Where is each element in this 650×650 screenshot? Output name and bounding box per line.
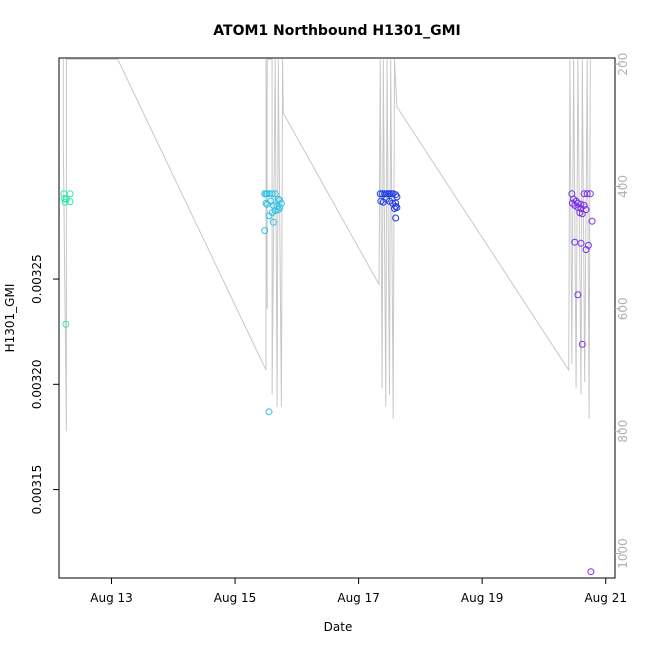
data-point: [392, 202, 400, 210]
y-tick-label: 0.00320: [30, 360, 44, 410]
data-point: [578, 210, 586, 218]
data-point: [382, 190, 390, 198]
data-point: [572, 197, 580, 205]
y-tick-label: 0.00315: [30, 465, 44, 515]
data-point: [392, 214, 400, 222]
data-point: [66, 190, 74, 198]
data-point: [271, 190, 279, 198]
data-point: [588, 217, 596, 225]
data-point: [62, 320, 70, 328]
data-point: [577, 239, 585, 247]
data-point: [586, 190, 594, 198]
data-point: [583, 190, 591, 198]
right-tick-label: 800: [616, 420, 630, 443]
data-point: [265, 408, 273, 416]
y-axis-label: H1301_GMI: [3, 284, 17, 353]
x-axis-label: Date: [324, 620, 353, 634]
data-point: [580, 201, 588, 209]
x-tick-label: Aug 15: [214, 591, 257, 605]
plot-frame: [58, 57, 616, 579]
data-point: [61, 198, 69, 206]
chart-title: ATOM1 Northbound H1301_GMI: [213, 23, 460, 39]
data-point: [393, 193, 401, 201]
altitude-profile-line: [62, 58, 591, 432]
data-point: [587, 568, 595, 576]
x-tick-label: Aug 13: [90, 591, 133, 605]
data-point: [268, 190, 276, 198]
data-point: [66, 198, 74, 206]
y-tick-label: 0.00325: [30, 254, 44, 304]
right-tick-label: 600: [616, 297, 630, 320]
data-point: [269, 218, 277, 226]
data-point: [582, 206, 590, 214]
data-point: [277, 199, 285, 207]
right-tick-label: 200: [616, 53, 630, 76]
x-tick-label: Aug 17: [337, 591, 380, 605]
data-point: [261, 227, 269, 235]
data-point: [274, 206, 282, 214]
plot-area: Aug 13 Aug 15 Aug 17 Aug 19 Aug 21 0.00315 0.0…: [30, 53, 630, 605]
x-tick-label: Aug 21: [584, 591, 627, 605]
data-point: [392, 199, 400, 207]
data-point: [582, 246, 590, 254]
right-tick-label: 1000: [616, 538, 630, 569]
data-point: [574, 291, 582, 299]
x-tick-label: Aug 19: [461, 591, 504, 605]
right-tick-label: 400: [616, 175, 630, 198]
data-point: [271, 207, 279, 215]
data-point: [578, 340, 586, 348]
